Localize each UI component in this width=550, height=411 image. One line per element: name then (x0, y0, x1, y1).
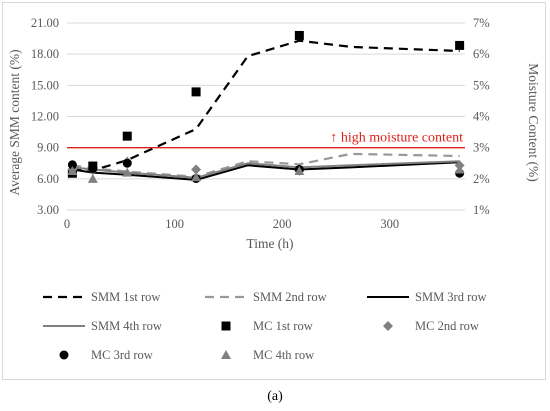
chart-svg: 3.00 6.00 9.00 12.00 15.00 18.00 21.00 1% 2% 3% 4%… (7, 16, 541, 362)
y-tick-label: 6.00 (37, 172, 59, 186)
legend-label-smm-4th-row: SMM 4th row (91, 319, 162, 333)
point-mc-3rd-row (88, 164, 98, 174)
point-mc-3rd-row (122, 158, 132, 168)
legend-label-mc-2nd-row: MC 2nd row (415, 319, 479, 333)
series-line-smm-1st-row (72, 39, 460, 172)
y-tick-label: 12.00 (31, 110, 59, 124)
legend-swatch-mc-4th-row (221, 350, 231, 359)
y-tick-label: 15.00 (31, 78, 59, 92)
y2-tick-label: 2% (473, 172, 490, 186)
y2-tick-label: 4% (473, 110, 490, 124)
point-mc-4th-row (67, 166, 78, 176)
series-line-smm-4th-row (72, 160, 460, 179)
y-axis-title: Average SMM content (%) (7, 49, 22, 195)
y2-axis-title: Moisture Content (%) (526, 63, 541, 181)
point-mc-4th-row (191, 172, 202, 182)
y2-tick-label: 5% (473, 78, 490, 92)
legend-label-smm-1st-row: SMM 1st row (91, 290, 160, 304)
legend-label-mc-1st-row: MC 1st row (253, 319, 313, 333)
x-tick-label: 0 (64, 217, 70, 231)
point-mc-1st-row (122, 131, 132, 141)
panel-label: (a) (267, 389, 283, 404)
y-tick-label: 3.00 (37, 203, 59, 217)
series-line-smm-3rd-row (72, 161, 460, 181)
chart-frame: 3.00 6.00 9.00 12.00 15.00 18.00 21.00 1% 2% 3% 4%… (2, 2, 546, 380)
point-mc-2nd-row (191, 164, 202, 175)
legend-label-mc-3rd-row: MC 3rd row (91, 348, 153, 362)
point-mc-4th-row (294, 166, 305, 176)
y2-tick-label: 6% (473, 47, 490, 61)
y2-tick-label: 1% (473, 203, 490, 217)
x-axis-title: Time (h) (246, 236, 293, 251)
y2-tick-label: 7% (473, 16, 490, 30)
point-mc-1st-row (191, 87, 201, 97)
legend-swatch-mc-1st-row (221, 321, 231, 331)
point-mc-3rd-row (67, 160, 77, 170)
y2-tick-label: 3% (473, 141, 490, 155)
y-tick-label: 9.00 (37, 141, 59, 155)
legend-label-smm-3rd-row: SMM 3rd row (415, 290, 487, 304)
series-line-smm-2nd-row (72, 152, 460, 178)
point-mc-4th-row (454, 164, 465, 174)
x-tick-label: 100 (165, 217, 184, 231)
threshold-label: ↑ high moisture content (330, 131, 463, 146)
point-mc-1st-row (455, 40, 465, 50)
y-tick-label: 18.00 (31, 47, 59, 61)
legend-swatch-mc-2nd-row (383, 321, 393, 331)
point-mc-4th-row (122, 167, 133, 177)
legend-label-mc-4th-row: MC 4th row (253, 348, 314, 362)
y-tick-label: 21.00 (31, 16, 59, 30)
legend-swatch-mc-3rd-row (59, 350, 69, 360)
x-tick-label: 200 (273, 217, 292, 231)
point-mc-1st-row (294, 30, 304, 40)
x-tick-label: 300 (380, 217, 399, 231)
point-mc-4th-row (87, 173, 98, 183)
legend-label-smm-2nd-row: SMM 2nd row (253, 290, 327, 304)
